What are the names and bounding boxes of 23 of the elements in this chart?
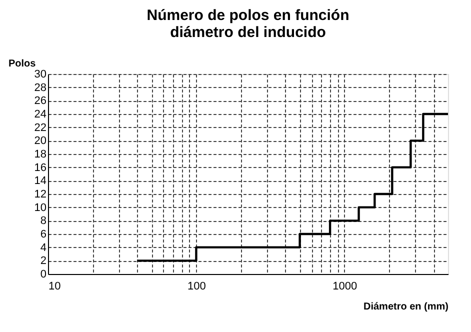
x-tick-label: 100 (188, 280, 206, 292)
y-tick-label: 14 (34, 175, 46, 188)
y-tick-label: 2 (40, 255, 46, 268)
y-tick-label: 28 (34, 82, 46, 94)
x-tick-label: 1000 (332, 280, 358, 292)
y-tick-label: 20 (34, 135, 46, 148)
x-axis-title: Diámetro en (mm) (363, 302, 448, 312)
y-axis-title: Polos (8, 58, 36, 70)
y-tick-label: 18 (34, 148, 46, 160)
x-tick-label: 10 (48, 280, 61, 292)
y-tick-label: 6 (40, 228, 46, 240)
text: Número de polos en función (146, 7, 350, 24)
text: diámetro del inducido (170, 24, 326, 41)
y-tick-label: 24 (34, 108, 46, 120)
y-tick-label: 22 (34, 122, 46, 134)
y-tick-label: 30 (34, 68, 46, 80)
y-tick-label: 8 (40, 215, 46, 228)
y-tick-label: 4 (40, 242, 46, 254)
y-tick-label: 12 (34, 188, 46, 200)
y-tick-label: 0 (40, 268, 46, 280)
y-tick-label: 10 (34, 202, 46, 214)
y-tick-label: 26 (34, 95, 46, 108)
y-tick-label: 16 (34, 162, 46, 174)
